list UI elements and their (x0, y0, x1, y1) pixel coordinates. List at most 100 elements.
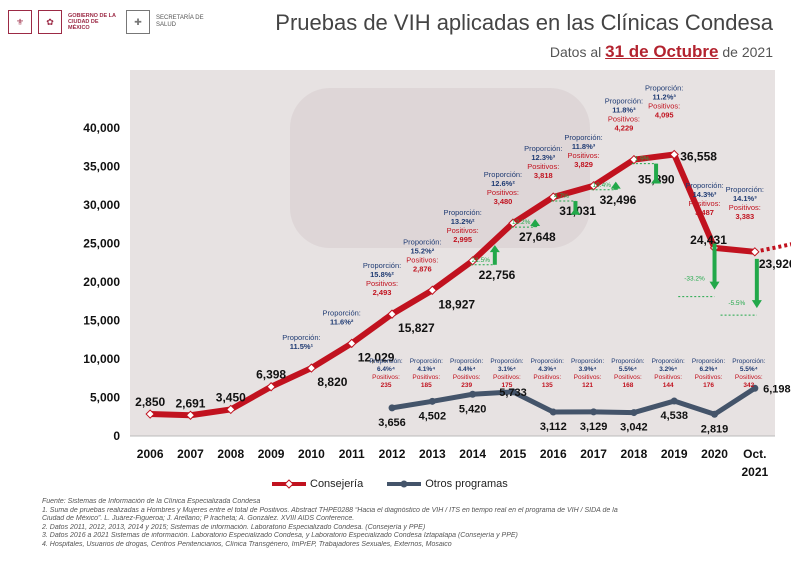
annotation-positives-word: Positivos: (735, 374, 763, 381)
footnote-4: 4. Hospitales, Usuarios de drogas, Centr… (42, 540, 452, 548)
annotation-proportion-word: Proporción: (692, 358, 725, 365)
annotation-proportion-word: Proporción: (282, 333, 320, 342)
annotation-positives-word: Positivos: (568, 151, 600, 160)
point-consejeria (306, 363, 317, 373)
annotation-proportion-value: 3.2%⁴ (659, 366, 677, 373)
footnotes: Fuente: Sistemas de Información de la Cl… (42, 498, 782, 550)
series-line-otros (391, 386, 757, 417)
annotation-proportion-word: Proporción: (450, 358, 483, 365)
x-tick-label: 2009 (258, 447, 285, 461)
point-consejeria (750, 247, 760, 257)
point-otros (388, 404, 396, 412)
annotation-proportion-value: 11.8%³ (572, 142, 596, 151)
annotation-proportion-word: Proporción: (484, 170, 522, 179)
chart-legend: Consejería Otros programas (272, 478, 508, 490)
x-tick-label: 2018 (621, 447, 648, 461)
data-label-consejeria: 6,398 (256, 368, 286, 382)
annotation-proportion-value: 15.8%² (370, 270, 394, 279)
series-line-consejeria (150, 151, 756, 419)
cdmx-logo-icon: ✿ (38, 10, 62, 34)
annotation-positives-value: 144 (663, 382, 674, 389)
x-tick-label: 2014 (459, 447, 486, 461)
point-otros (711, 410, 719, 418)
change-arrow-head (751, 300, 762, 309)
annotation-positives-value: 4,095 (655, 111, 674, 120)
x-tick-label: 2007 (177, 447, 204, 461)
data-label-consejeria: 15,827 (398, 321, 435, 335)
annotation-positives-word: Positivos: (614, 374, 642, 381)
annotation-positives-word: Positivos: (654, 374, 682, 381)
legend-item-consejeria: Consejería (272, 478, 363, 490)
change-label: 4.7% (554, 193, 569, 200)
x-tick-label: 2008 (217, 447, 244, 461)
data-label-consejeria: 8,820 (317, 375, 347, 389)
point-otros (469, 390, 477, 398)
annotation-proportion-word: Proporción: (410, 358, 443, 365)
data-label-otros: 3,112 (540, 421, 567, 433)
point-otros (751, 384, 759, 392)
annotation-positives-value: 3,829 (574, 160, 593, 169)
data-label-consejeria: 24,431 (690, 233, 727, 247)
x-tick-label: 2015 (500, 447, 527, 461)
point-consejeria (427, 285, 438, 295)
annotation-positives-value: 342 (743, 382, 754, 389)
page-subtitle: Datos al 31 de Octubre de 2021 (550, 42, 773, 62)
annotation-positives-word: Positivos: (608, 115, 640, 124)
change-arrow-head (709, 281, 720, 290)
point-otros (509, 388, 517, 396)
annotation-positives-word: Positivos: (412, 374, 440, 381)
footnote-source: Fuente: Sistemas de Información de la Cl… (42, 498, 261, 505)
footnote-1: 1. Suma de pruebas realizadas a Hombres … (42, 506, 618, 514)
point-otros (670, 397, 678, 405)
annotation-proportion-word: Proporción: (605, 97, 643, 106)
data-label-consejeria: 23,920 (759, 257, 791, 271)
annotation-proportion-value: 3.9%⁴ (579, 366, 597, 373)
annotation-positives-word: Positivos: (366, 279, 398, 288)
data-label-consejeria: 2,850 (135, 395, 165, 409)
point-consejeria (467, 256, 478, 266)
subtitle-suffix: de 2021 (722, 44, 773, 60)
footnote-2: 2. Datos 2011, 2012, 2013, 2014 y 2015; … (42, 523, 426, 531)
annotation-proportion-word: Proporción: (524, 144, 562, 153)
annotation-positives-value: 3,480 (494, 197, 513, 206)
annotation-positives-word: Positivos: (574, 374, 602, 381)
subtitle-prefix: Datos al (549, 44, 602, 60)
salud-logo-icon: ✚ (126, 10, 150, 34)
annotation-proportion-value: 15.2%² (410, 246, 434, 255)
annotation-positives-word: Positivos: (447, 226, 479, 235)
data-label-consejeria: 32,496 (600, 193, 637, 207)
annotation-positives-value: 4,229 (615, 124, 634, 133)
annotation-proportion-value: 11.2%³ (653, 93, 677, 102)
annotation-proportion-value: 5.5%⁴ (619, 366, 637, 373)
data-label-consejeria: 2,691 (175, 396, 205, 410)
footnote-1-cont: Ciudad de México”. L. Juárez-Figueroa; J… (42, 515, 355, 523)
annotation-proportion-word: Proporción: (369, 358, 402, 365)
annotation-positives-value: 2,876 (413, 264, 432, 273)
data-label-consejeria: 27,648 (519, 230, 556, 244)
annotation-positives-value: 3,487 (695, 208, 714, 217)
y-tick-label: 30,000 (83, 198, 120, 212)
annotation-positives-word: Positivos: (688, 199, 720, 208)
annotation-proportion-value: 14.1%³ (733, 194, 757, 203)
annotation-positives-value: 175 (502, 382, 513, 389)
point-consejeria (266, 382, 276, 392)
x-tick-label: 2011 (339, 447, 365, 461)
y-tick-label: 40,000 (83, 121, 120, 135)
annotation-positives-value: 3,383 (735, 212, 754, 221)
data-label-otros: 4,502 (419, 410, 447, 422)
projection-line (754, 242, 791, 254)
data-label-otros: 5,420 (459, 403, 487, 415)
point-consejeria (185, 410, 196, 420)
annotation-proportion-value: 5.5%⁴ (740, 366, 758, 373)
data-label-consejeria: 12,029 (358, 350, 395, 364)
cdmx-logo-label: GOBIERNO DE LA CIUDAD DE MÉXICO (68, 13, 116, 31)
annotation-proportion-value: 6.2%⁴ (700, 366, 718, 373)
annotation-positives-word: Positivos: (406, 255, 438, 264)
legend-line-icon (272, 479, 306, 489)
y-tick-label: 10,000 (83, 352, 120, 366)
x-tick-label: 2016 (540, 447, 567, 461)
annotation-proportion-word: Proporción: (652, 358, 685, 365)
annotation-proportion-value: 12.6%² (491, 179, 515, 188)
annotation-positives-word: Positivos: (487, 188, 519, 197)
